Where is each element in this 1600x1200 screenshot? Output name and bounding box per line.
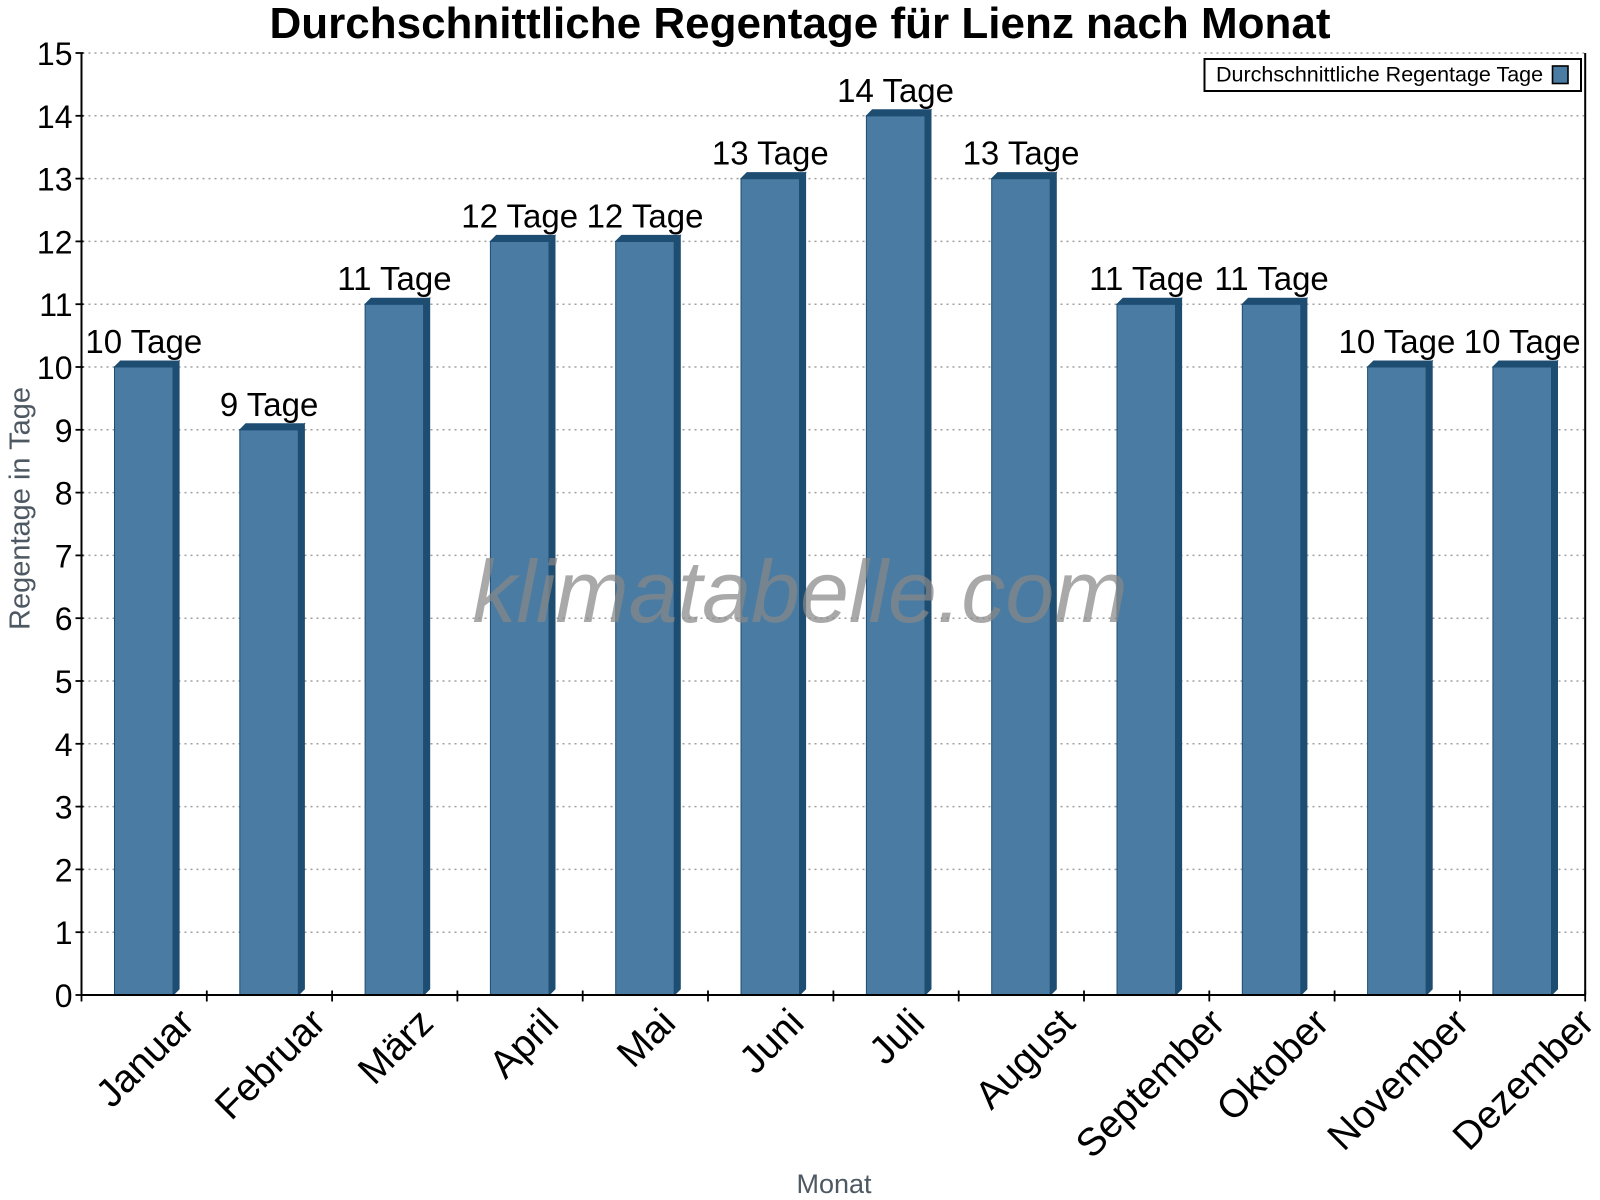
svg-text:10 Tage: 10 Tage (85, 323, 202, 360)
svg-text:13 Tage: 13 Tage (963, 135, 1080, 172)
svg-text:11 Tage: 11 Tage (337, 260, 451, 297)
svg-text:3: 3 (55, 790, 73, 826)
svg-text:6: 6 (55, 601, 73, 637)
svg-text:10: 10 (37, 350, 73, 386)
svg-text:12 Tage: 12 Tage (587, 197, 704, 234)
svg-text:7: 7 (55, 538, 73, 574)
svg-text:13 Tage: 13 Tage (712, 135, 829, 172)
svg-text:Regentage in Tage: Regentage in Tage (5, 387, 37, 630)
svg-text:12 Tage: 12 Tage (461, 197, 578, 234)
svg-text:15: 15 (37, 36, 73, 72)
svg-text:4: 4 (55, 727, 73, 763)
svg-text:9: 9 (55, 413, 73, 449)
svg-text:11 Tage: 11 Tage (1089, 260, 1203, 297)
svg-text:10 Tage: 10 Tage (1338, 323, 1455, 360)
svg-text:klimatabelle.com: klimatabelle.com (472, 542, 1127, 641)
svg-text:Durchschnittliche Regentage fü: Durchschnittliche Regentage für Lienz na… (269, 0, 1330, 48)
svg-text:13: 13 (37, 162, 73, 198)
svg-text:0: 0 (55, 978, 73, 1014)
svg-text:9 Tage: 9 Tage (220, 386, 318, 423)
svg-text:11: 11 (39, 287, 72, 323)
svg-text:10 Tage: 10 Tage (1464, 323, 1581, 360)
svg-text:14: 14 (37, 99, 73, 135)
svg-text:5: 5 (55, 664, 73, 700)
svg-text:8: 8 (55, 476, 73, 512)
svg-text:14 Tage: 14 Tage (837, 72, 954, 109)
svg-text:12: 12 (37, 224, 73, 260)
svg-text:11 Tage: 11 Tage (1214, 260, 1328, 297)
svg-text:1: 1 (55, 915, 73, 951)
svg-text:2: 2 (55, 852, 73, 888)
svg-text:Durchschnittliche Regentage Ta: Durchschnittliche Regentage Tage (1216, 63, 1543, 87)
svg-text:Monat: Monat (796, 1169, 872, 1199)
